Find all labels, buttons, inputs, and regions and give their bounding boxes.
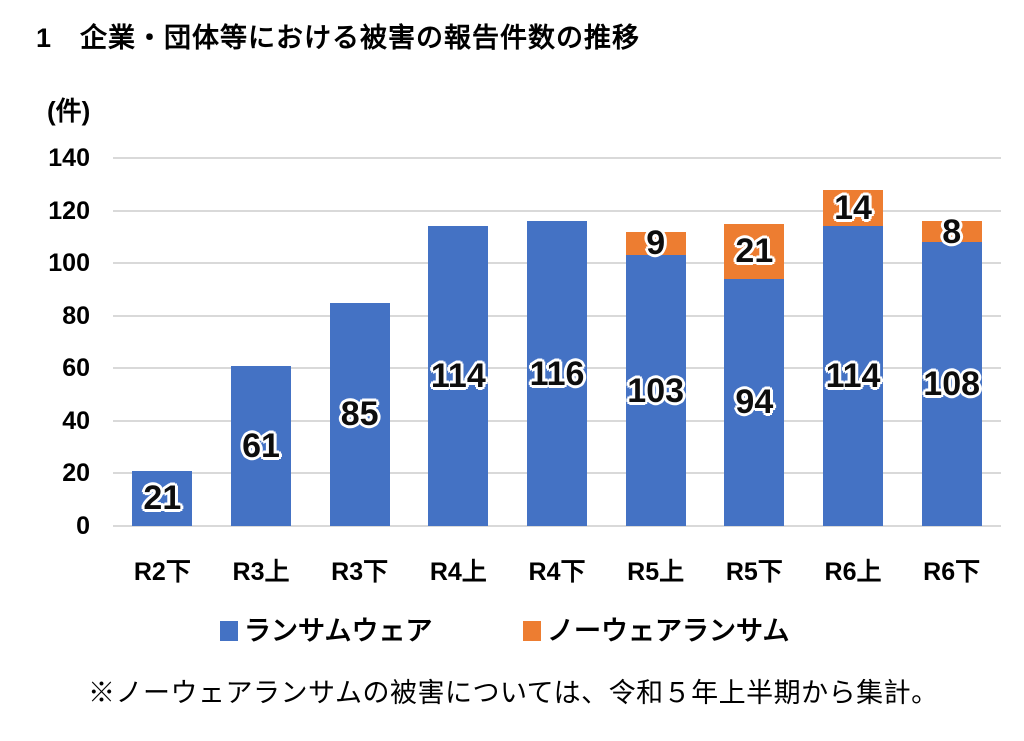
bar-data-label: 8 (942, 212, 962, 251)
x-axis-category-label: R2下 (133, 558, 191, 586)
gridline (113, 157, 1001, 159)
y-axis: 0 20 40 60 80 100 120 140 (18, 144, 90, 540)
legend-item: ノーウェアランサム (523, 615, 789, 647)
bar-segment (724, 278, 785, 526)
footnote: ※ノーウェアランサムの被害については、令和５年上半期から集計。 (88, 678, 939, 708)
y-axis-tick-label: 80 (62, 301, 90, 330)
y-axis-tick-label: 100 (48, 249, 90, 278)
y-axis-tick-label: 120 (48, 196, 90, 225)
chart-legend: ランサムウェア ノーウェアランサム (0, 615, 1024, 655)
bar-segment (823, 189, 883, 227)
bar-segment (921, 242, 982, 526)
y-axis-tick-label: 40 (62, 406, 90, 435)
bar-segment (231, 365, 291, 526)
bar-data-label: 21 (143, 479, 182, 518)
bar-segment (625, 231, 686, 256)
bar-segment (428, 226, 489, 526)
y-axis-tick-label: 60 (62, 354, 90, 383)
bar-data-label: 9 (646, 224, 666, 263)
bar-data-label: 114 (430, 357, 486, 396)
bar-data-label: 14 (834, 188, 872, 227)
x-axis-category-label: R4上 (429, 558, 487, 586)
x-axis-category-label: R4下 (528, 558, 586, 586)
bar-segment (724, 223, 785, 279)
bar-data-label: 103 (627, 371, 685, 410)
legend-item: ランサムウェア (220, 615, 432, 647)
bar-segment (132, 470, 193, 526)
bar-data-label: 114 (825, 357, 881, 396)
x-axis-category-label: R5上 (627, 558, 685, 586)
bar-data-label: 94 (735, 383, 774, 422)
bar-segment (527, 221, 587, 526)
chart-plot-area: 21 R2下 61 R3上 85 R3下 114 R4上 116 R4下 103 9 R5上 94 21 R5… (113, 157, 1001, 586)
y-axis-tick-label: 140 (48, 144, 90, 172)
gridline (113, 209, 1001, 212)
page-title: 1 企業・団体等における被害の報告件数の推移 (36, 23, 641, 53)
legend-swatch-icon (220, 621, 238, 641)
y-axis-unit-label: (件) (47, 96, 91, 126)
bar-segment (625, 255, 686, 526)
gridline (113, 525, 1001, 527)
x-axis-category-label: R3上 (232, 558, 290, 586)
bar-data-label: 61 (242, 426, 280, 465)
y-axis-tick-label: 0 (76, 512, 90, 540)
x-axis-category-label: R6上 (824, 558, 882, 586)
bar-data-label: 108 (923, 365, 981, 404)
bar-data-label: 21 (735, 232, 774, 271)
legend-label: ノーウェアランサム (547, 616, 790, 646)
bar-segment (921, 221, 982, 243)
bar-segment (823, 226, 883, 526)
bar-data-label: 85 (340, 395, 379, 434)
x-axis-category-label: R6下 (923, 558, 981, 586)
legend-label: ランサムウェア (244, 616, 433, 646)
x-axis-category-label: R5下 (725, 558, 783, 586)
y-axis-tick-label: 20 (62, 459, 90, 488)
bar-data-label: 116 (529, 354, 585, 393)
legend-swatch-icon (523, 621, 541, 641)
x-axis-category-label: R3下 (331, 558, 389, 586)
bar-segment (329, 302, 390, 526)
